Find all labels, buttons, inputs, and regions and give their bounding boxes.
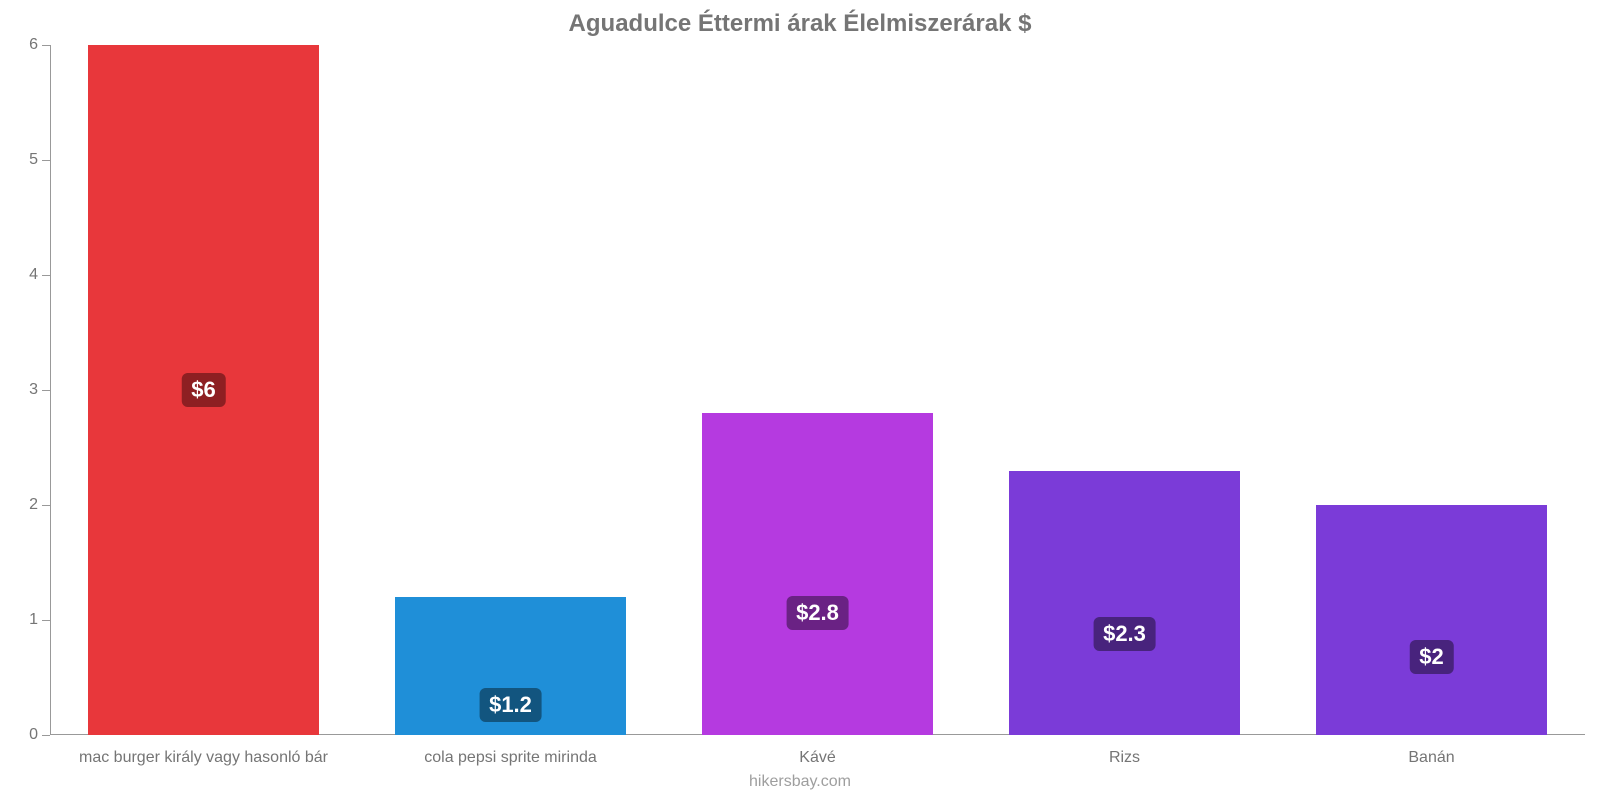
- y-tick-label: 3: [29, 381, 38, 399]
- x-category-label: cola pepsi sprite mirinda: [424, 749, 597, 767]
- chart-title: Aguadulce Éttermi árak Élelmiszerárak $: [0, 10, 1600, 38]
- value-badge: $6: [181, 373, 225, 407]
- value-badge: $2.8: [786, 596, 849, 630]
- y-tick-mark: [42, 160, 50, 161]
- y-tick-label: 1: [29, 611, 38, 629]
- y-tick-label: 5: [29, 151, 38, 169]
- y-tick-mark: [42, 735, 50, 736]
- y-tick-label: 0: [29, 726, 38, 744]
- value-badge: $2.3: [1093, 617, 1156, 651]
- x-category-label: mac burger király vagy hasonló bár: [79, 749, 328, 767]
- y-tick-label: 6: [29, 36, 38, 54]
- y-tick-label: 4: [29, 266, 38, 284]
- x-category-label: Banán: [1408, 749, 1454, 767]
- value-badge: $2: [1409, 640, 1453, 674]
- chart-source-footer: hikersbay.com: [0, 773, 1600, 791]
- bar: [1316, 505, 1546, 735]
- y-tick-mark: [42, 275, 50, 276]
- value-badge: $1.2: [479, 688, 542, 722]
- y-tick-label: 2: [29, 496, 38, 514]
- plot-area: 0123456$6mac burger király vagy hasonló …: [50, 45, 1585, 735]
- x-category-label: Rizs: [1109, 749, 1140, 767]
- y-tick-mark: [42, 505, 50, 506]
- y-tick-mark: [42, 45, 50, 46]
- bar-chart: Aguadulce Éttermi árak Élelmiszerárak $ …: [0, 0, 1600, 800]
- y-axis-line: [50, 45, 51, 735]
- bar: [702, 413, 932, 735]
- x-category-label: Kávé: [799, 749, 835, 767]
- y-tick-mark: [42, 620, 50, 621]
- bar: [1009, 471, 1239, 736]
- y-tick-mark: [42, 390, 50, 391]
